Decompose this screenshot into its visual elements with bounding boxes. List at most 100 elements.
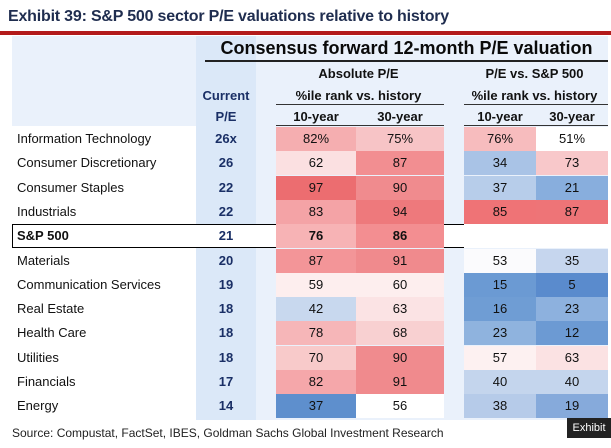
rel-10yr-cell: 85 [464,199,536,224]
abs-10yr-cell: 70 [276,345,356,370]
current-pe-value: 18 [218,349,234,365]
abs-10yr-cell: 78 [276,321,356,346]
rel-30yr-cell: 63 [536,345,608,370]
exhibit-title: Exhibit 39: S&P 500 sector P/E valuation… [8,8,450,25]
current-header-line2: P/E [215,109,237,124]
table-row: Health Care 18 78 68 23 12 [12,321,608,346]
abs-10yr-cell: 76 [276,224,356,249]
rel-10yr-cell: 23 [464,321,536,346]
sector-label: Industrials [17,203,77,219]
abs-30yr-cell: 94 [356,199,444,224]
current-pe-value: 20 [218,252,234,268]
abs-10yr-cell: 82% [276,127,356,151]
main-header: Consensus forward 12-month P/E valuation [220,38,593,58]
current-pe-value: 21 [218,228,234,244]
current-pe-value: 26 [218,155,234,171]
relative-pctile-header: %ile rank vs. history [471,88,598,103]
abs-30yr-cell: 75% [356,127,444,151]
abs-30yr-cell: 87 [356,151,444,176]
rel-10yr-cell: 40 [464,370,536,394]
relative-pe-header: P/E vs. S&P 500 [485,66,584,81]
table-row: Materials 20 87 91 53 35 [12,248,608,273]
current-pe-value: 18 [218,301,234,317]
source-note: Source: Compustat, FactSet, IBES, Goldma… [12,426,444,440]
main-header-rule [205,60,608,62]
rel-30yr-cell [536,224,608,249]
abs-30yr-cell: 91 [356,370,444,394]
absolute-pctile-header: %ile rank vs. history [295,88,422,103]
sector-label: S&P 500 [17,228,69,244]
table-row: Real Estate 18 42 63 16 23 [12,297,608,322]
abs-30yr-cell: 60 [356,272,444,297]
current-pe-value: 18 [218,325,234,341]
rel-10yr-cell: 37 [464,175,536,200]
sector-label: Real Estate [17,301,85,317]
current-pe-value: 22 [218,203,234,219]
sector-label: Information Technology [17,131,152,146]
rel-10yr-cell: 38 [464,394,536,419]
rel-10yr-cell: 16 [464,297,536,322]
rel-10yr-cell [464,224,536,249]
table-row: Utilities 18 70 90 57 63 [12,345,608,370]
rel-30yr-cell: 51% [536,127,608,151]
sector-label: Health Care [17,325,87,341]
abs-10yr-cell: 62 [276,151,356,176]
abs-30yr-cell: 91 [356,248,444,273]
abs-30yr-cell: 63 [356,297,444,322]
table-row: Communication Services 19 59 60 15 5 [12,272,608,297]
rel-30yr-cell: 21 [536,175,608,200]
abs-30yr-cell: 90 [356,175,444,200]
abs-30yr-cell: 68 [356,321,444,346]
abs-30yr-cell: 56 [356,394,444,419]
rel-30yr-cell: 73 [536,151,608,176]
rel-10yr-header: 10-year [477,109,523,124]
current-header-line1: Current [202,88,250,103]
rel-10yr-cell: 34 [464,151,536,176]
rel-10yr-cell: 15 [464,272,536,297]
absolute-pe-header: Absolute P/E [318,66,399,81]
absolute-header-rule [276,104,444,105]
table-row: Consumer Staples 22 97 90 37 21 [12,175,608,200]
table-row: Information Technology 26x 82% 75% 76% 51% [12,127,608,151]
rel-10yr-cell: 53 [464,248,536,273]
table-row: Consumer Discretionary 26 62 87 34 73 [12,151,608,176]
rel-10yr-cell: 76% [464,127,536,151]
rel-30yr-cell: 40 [536,370,608,394]
sector-label: Materials [17,252,70,268]
sector-label: Energy [17,398,59,414]
current-pe-value: 17 [218,374,234,389]
rel-30yr-header: 30-year [549,109,595,124]
sector-label: Financials [17,374,76,389]
rel-30yr-cell: 12 [536,321,608,346]
abs-10yr-cell: 83 [276,199,356,224]
rel-30yr-cell: 35 [536,248,608,273]
current-pe-value: 14 [218,398,234,414]
rel-30yr-cell: 23 [536,297,608,322]
abs-10yr-cell: 59 [276,272,356,297]
sector-label: Consumer Discretionary [17,155,157,171]
abs-30yr-header: 30-year [377,109,423,124]
sector-label: Utilities [17,349,59,365]
rel-30yr-cell: 5 [536,272,608,297]
abs-10yr-cell: 82 [276,370,356,394]
label-column-body [12,126,196,420]
table-row: Industrials 22 83 94 85 87 [12,199,608,224]
abs-30yr-cell: 90 [356,345,444,370]
abs-period-rule [276,125,444,126]
rel-30yr-cell: 19 [536,394,608,419]
current-pe-value: 26x [215,131,237,146]
current-pe-value: 19 [218,276,234,292]
abs-10yr-header: 10-year [293,109,339,124]
abs-10yr-cell: 87 [276,248,356,273]
title-rule [0,31,611,35]
abs-10yr-cell: 97 [276,175,356,200]
table-row: S&P 500 21 76 86 [12,224,608,249]
relative-header-rule [464,104,608,105]
rel-10yr-cell: 57 [464,345,536,370]
table-row: Financials 17 82 91 40 40 [12,370,608,394]
abs-10yr-cell: 37 [276,394,356,419]
abs-30yr-cell: 86 [356,224,444,249]
rel-period-rule [464,125,608,126]
sector-label: Communication Services [17,276,161,292]
table-row: Energy 14 37 56 38 19 [12,394,608,419]
